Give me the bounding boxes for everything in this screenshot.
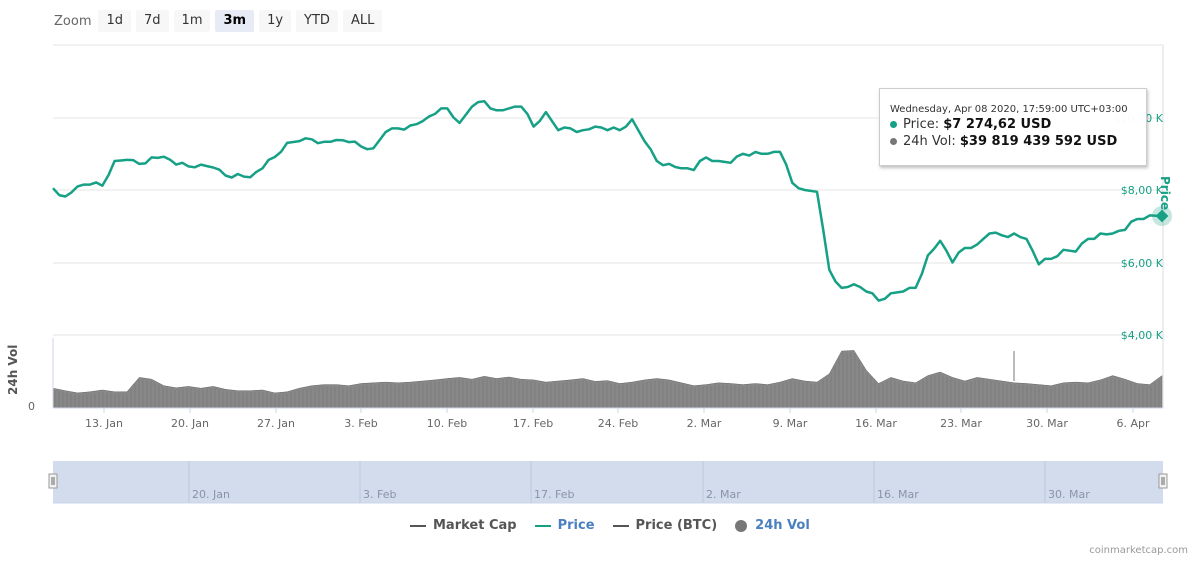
legend-label: 24h Vol (755, 518, 810, 533)
x-tick-label: 13. Jan (85, 417, 123, 430)
tooltip-price-label: Price: (903, 117, 940, 132)
y-tick-4k: $4,00 K (1121, 329, 1164, 342)
zoom-1m-button[interactable]: 1m (173, 10, 211, 32)
x-tick-label: 20. Jan (171, 417, 209, 430)
volume-dot-icon (890, 138, 897, 145)
navigator-label: 20. Jan (192, 488, 230, 501)
legend-market-cap[interactable]: Market Cap (410, 518, 517, 533)
x-tick-label: 27. Jan (257, 417, 295, 430)
legend-24h-vol[interactable]: 24h Vol (735, 518, 810, 533)
circle-icon (735, 519, 748, 532)
navigator-selection[interactable] (53, 461, 1163, 503)
x-tick-label: 9. Mar (773, 417, 808, 430)
chart-tooltip: Wednesday, Apr 08 2020, 17:59:00 UTC+03:… (879, 88, 1147, 166)
x-tick-label: 2. Mar (687, 417, 722, 430)
navigator[interactable]: 20. Jan 3. Feb 17. Feb 2. Mar 16. Mar 30… (48, 461, 1168, 504)
legend-label: Market Cap (433, 518, 517, 533)
x-tick-label: 16. Mar (855, 417, 897, 430)
navigator-label: 17. Feb (534, 488, 574, 501)
zoom-1d-button[interactable]: 1d (98, 10, 132, 32)
zoom-3m-button[interactable]: 3m (215, 10, 255, 32)
chart-legend: Market Cap Price Price (BTC) 24h Vol (410, 518, 810, 533)
y-tick-6k: $6,00 K (1121, 257, 1164, 270)
navigator-right-handle[interactable] (1158, 473, 1168, 489)
x-tick-label: 30. Mar (1026, 417, 1068, 430)
tooltip-volume-row: 24h Vol: $39 819 439 592 USD (890, 134, 1136, 149)
price-axis-title: Price (1158, 176, 1172, 211)
zoom-range-selector: Zoom 1d 7d 1m 3m 1y YTD ALL (54, 9, 383, 33)
legend-price[interactable]: Price (534, 518, 595, 533)
navigator-left-handle[interactable] (48, 473, 58, 489)
volume-axis-title: 24h Vol (6, 344, 20, 395)
y-tick-8k: $8,00 K (1121, 184, 1164, 197)
tooltip-price-row: Price: $7 274,62 USD (890, 117, 1136, 132)
legend-price-btc[interactable]: Price (BTC) (612, 518, 718, 533)
legend-label: Price (557, 518, 595, 533)
navigator-label: 3. Feb (363, 488, 396, 501)
zoom-7d-button[interactable]: 7d (136, 10, 169, 32)
volume-bars (54, 352, 1160, 408)
x-tick-label: 24. Feb (598, 417, 638, 430)
zoom-ytd-button[interactable]: YTD (296, 10, 338, 32)
zoom-1y-button[interactable]: 1y (259, 10, 292, 32)
credit-link[interactable]: coinmarketcap.com (1089, 545, 1188, 556)
x-tick-label: 6. Apr (1116, 417, 1149, 430)
line-icon (534, 524, 551, 527)
x-axis-labels: 13. Jan 20. Jan 27. Jan 3. Feb 10. Feb 1… (85, 417, 1150, 430)
tooltip-volume-value: $39 819 439 592 USD (959, 134, 1118, 149)
tooltip-volume-label: 24h Vol: (903, 134, 956, 149)
tooltip-date: Wednesday, Apr 08 2020, 17:59:00 UTC+03:… (890, 104, 1128, 115)
zoom-label: Zoom (54, 13, 92, 29)
x-tick-label: 23. Mar (940, 417, 982, 430)
volume-axis-zero: 0 (28, 400, 35, 413)
navigator-label: 16. Mar (877, 488, 919, 501)
tooltip-price-value: $7 274,62 USD (943, 117, 1052, 132)
navigator-label: 2. Mar (706, 488, 741, 501)
x-tick-label: 3. Feb (344, 417, 377, 430)
price-dot-icon (890, 121, 897, 128)
line-icon (612, 524, 629, 527)
navigator-label: 30. Mar (1048, 488, 1090, 501)
line-icon (410, 524, 426, 527)
x-tick-label: 10. Feb (427, 417, 467, 430)
price-line[interactable] (52, 99, 1163, 302)
legend-label: Price (BTC) (635, 518, 718, 533)
volume-area[interactable] (52, 350, 1163, 409)
zoom-all-button[interactable]: ALL (342, 10, 383, 32)
x-tick-label: 17. Feb (513, 417, 553, 430)
x-axis-ticks (103, 408, 1134, 413)
